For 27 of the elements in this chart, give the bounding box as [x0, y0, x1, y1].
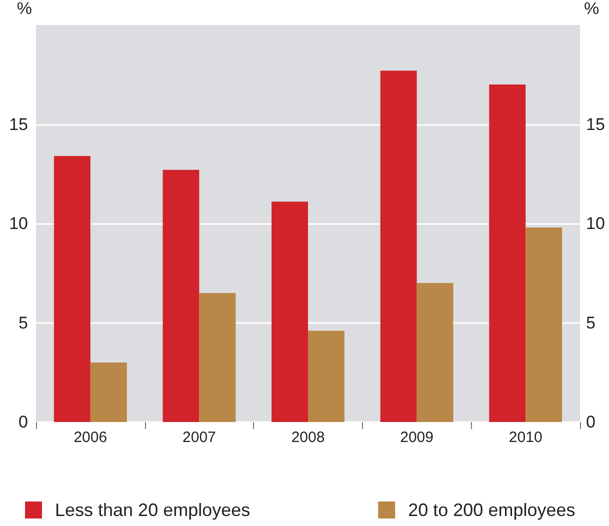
y-tick-label: 0 [18, 412, 28, 432]
bar [272, 202, 308, 422]
bar [416, 283, 454, 422]
legend-label: 20 to 200 employees [408, 500, 576, 520]
x-tick-label: 2009 [400, 429, 434, 446]
legend-label: Less than 20 employees [55, 500, 250, 520]
y2-tick-label: 0 [586, 412, 596, 432]
y2-axis-title: % [584, 0, 600, 18]
y-tick-label: 15 [9, 114, 28, 134]
y2-tick-label: 15 [586, 114, 605, 134]
x-tick-label: 2010 [508, 429, 542, 446]
bar [162, 170, 200, 422]
y-tick-label: 5 [18, 313, 28, 332]
bar [489, 84, 526, 422]
y-tick-label: 10 [9, 214, 28, 233]
bar [380, 70, 417, 422]
bar [308, 330, 344, 422]
x-tick-label: 2007 [182, 429, 216, 446]
x-tick-label: 2006 [74, 429, 108, 446]
bar [54, 156, 90, 422]
bar [90, 362, 127, 422]
y2-tick-label: 10 [586, 214, 605, 233]
bar [199, 292, 236, 422]
y2-tick-label: 5 [586, 313, 596, 332]
bar [526, 227, 562, 422]
y-axis-title: % [16, 0, 32, 18]
x-tick-label: 2008 [291, 429, 325, 446]
